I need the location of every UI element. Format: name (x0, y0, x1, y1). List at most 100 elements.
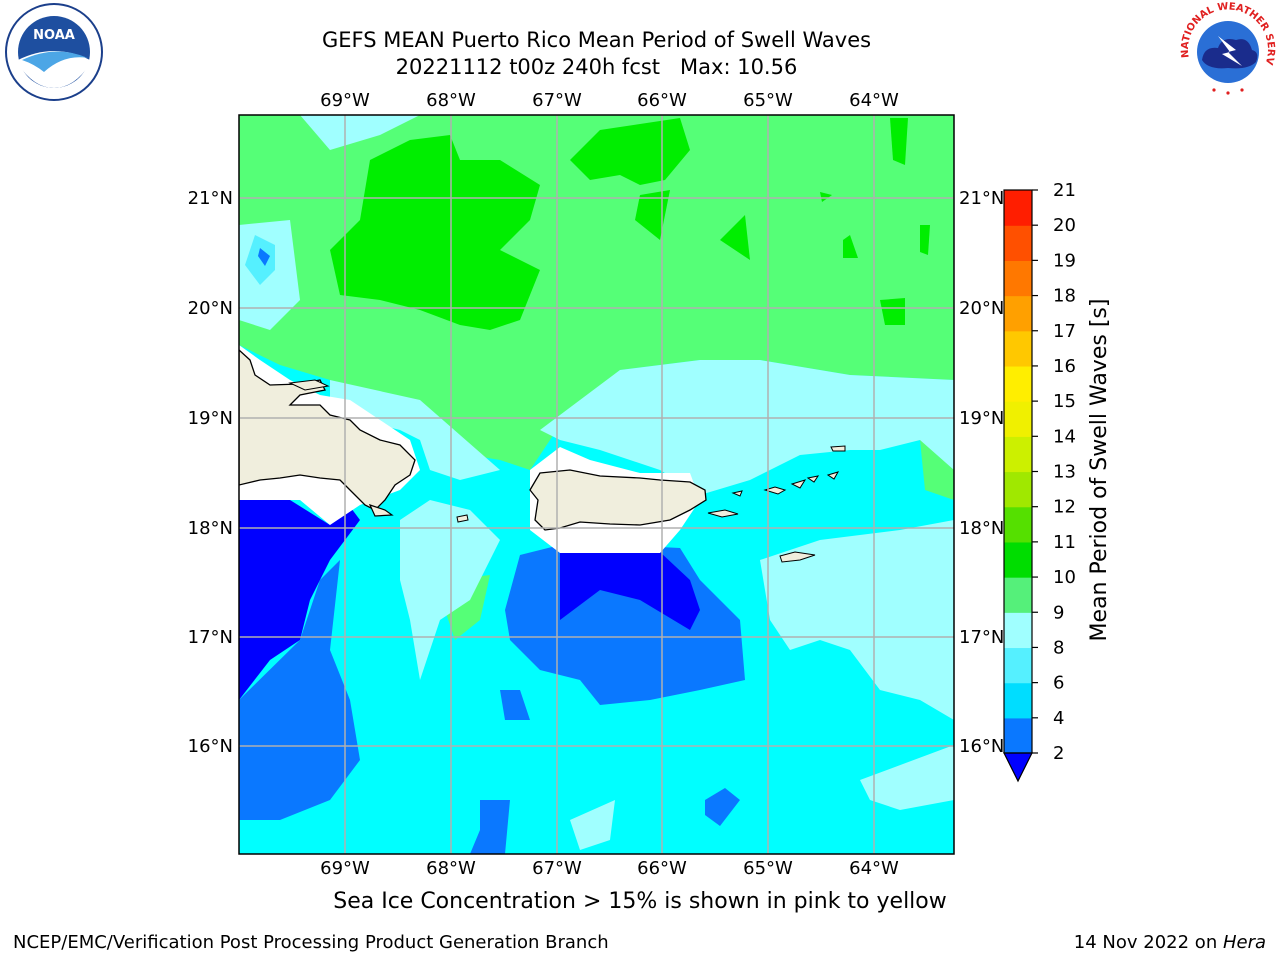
colorbar-swatch (1004, 682, 1032, 719)
colorbar-tick-label: 6 (1053, 673, 1064, 694)
colorbar-tick-label: 19 (1053, 250, 1076, 271)
colorbar-tick-label: 11 (1053, 532, 1076, 553)
colorbar-tick-label: 2 (1053, 743, 1064, 764)
graticule (239, 115, 954, 854)
colorbar-swatch (1004, 190, 1032, 226)
lon-label: 68°W (426, 90, 476, 111)
date-stamp: 14 Nov 2022 on Hera (1074, 932, 1266, 953)
lat-label: 16°N (188, 736, 233, 757)
lat-label: 21°N (959, 188, 1004, 209)
virgin-islands (790, 479, 807, 489)
colorbar-swatch (1004, 541, 1032, 578)
swell-period-field (239, 115, 954, 854)
colorbar-tick-label: 18 (1053, 286, 1076, 307)
contour-10-11 (890, 118, 908, 165)
contour-6-8 (245, 235, 275, 285)
contour-2-4 (470, 800, 510, 854)
contour-10-11 (720, 215, 750, 260)
lat-labels-right: 21°N 20°N 19°N 18°N 17°N 16°N (959, 188, 1004, 757)
lat-label: 18°N (959, 518, 1004, 539)
colorbar-swatch (1004, 401, 1032, 437)
colorbar-tick-label: 12 (1053, 497, 1076, 518)
nws-logo-icon: NATIONAL WEATHER SERVICE (1178, 0, 1276, 98)
colorbar-swatch (1004, 295, 1032, 332)
colorbar-swatch (1004, 471, 1032, 508)
colorbar-swatch (1004, 225, 1032, 261)
credit-text: NCEP/EMC/Verification Post Processing Pr… (13, 932, 609, 953)
contour-2-4 (258, 248, 270, 266)
colorbar-tick-label: 4 (1053, 708, 1064, 729)
lon-label: 64°W (849, 90, 899, 111)
contour-8-9 (760, 520, 954, 720)
contour-below-2 (560, 552, 700, 630)
lon-label: 68°W (426, 858, 476, 879)
lon-label: 66°W (637, 90, 687, 111)
contour-8-9 (400, 500, 500, 680)
colorbar-tick-label: 10 (1053, 567, 1076, 588)
anegada-island (830, 445, 846, 452)
contour-10-11 (820, 192, 832, 202)
lat-label: 19°N (188, 408, 233, 429)
colorbar-tick-label: 21 (1053, 180, 1076, 201)
lon-labels-top: 69°W 68°W 67°W 66°W 65°W 64°W (320, 90, 899, 111)
noaa-logo-icon: NOAA (5, 3, 103, 101)
colorbar-tick-label: 20 (1053, 215, 1076, 236)
contour-10-11 (330, 135, 540, 330)
contour-2-4 (705, 788, 740, 826)
lon-label: 69°W (320, 90, 370, 111)
colorbar-swatch (1004, 506, 1032, 543)
contour-8-9 (300, 115, 420, 150)
lon-label: 69°W (320, 858, 370, 879)
colorbar-under-arrow (1003, 752, 1033, 783)
lon-label: 66°W (637, 858, 687, 879)
colorbar-swatch (1004, 647, 1032, 684)
mona-island (456, 514, 469, 523)
colorbar-swatch (1004, 717, 1032, 754)
max-label: Max: 10.56 (680, 55, 798, 79)
run-label: 20221112 t00z 240h fcst (395, 55, 661, 79)
colorbar-tick-label: 8 (1053, 637, 1064, 658)
contour-10-11 (843, 235, 858, 258)
lat-labels-left: 21°N 20°N 19°N 18°N 17°N 16°N (188, 188, 233, 757)
chart-subtitle: 20221112 t00z 240h fcst Max: 10.56 (0, 54, 1193, 80)
vieques-island (707, 509, 739, 518)
contour-2-4 (500, 690, 530, 720)
st-croix-island (779, 551, 816, 563)
virgin-islands (806, 475, 820, 483)
lat-label: 17°N (959, 627, 1004, 648)
colorbar: 2 4 6 8 9 10 11 12 13 14 15 16 17 18 19 20 21 (1003, 180, 1076, 783)
lat-label: 20°N (959, 298, 1004, 319)
colorbar-swatch (1004, 612, 1032, 649)
lon-label: 67°W (532, 858, 582, 879)
contour-10-11 (570, 118, 690, 185)
culebra-island (731, 490, 743, 497)
colorbar-tick-label: 13 (1053, 462, 1076, 483)
lat-label: 20°N (188, 298, 233, 319)
colorbar-swatch (1004, 577, 1032, 613)
colorbar-tick-label: 14 (1053, 426, 1076, 447)
contour-10-11 (920, 225, 930, 255)
lat-label: 16°N (959, 736, 1004, 757)
contour-2-4 (239, 560, 360, 820)
contour-8-9 (540, 360, 954, 495)
lat-label: 18°N (188, 518, 233, 539)
chart-title: GEFS MEAN Puerto Rico Mean Period of Swe… (321, 28, 872, 52)
colorbar-swatch (1004, 436, 1032, 473)
lon-labels-bottom: 69°W 68°W 67°W 66°W 65°W 64°W (320, 858, 899, 879)
colorbar-swatch (1004, 365, 1032, 402)
contour-below-2 (239, 500, 360, 700)
host-name: Hera (1222, 932, 1266, 953)
tortuga-island (288, 379, 330, 391)
virgin-islands (826, 471, 840, 480)
contour-8-9 (860, 745, 954, 810)
lat-label: 17°N (188, 627, 233, 648)
colorbar-tick-label: 9 (1053, 602, 1064, 623)
sea-ice-note: Sea Ice Concentration > 15% is shown in … (333, 889, 947, 914)
saona-island (368, 503, 394, 517)
lon-label: 65°W (743, 858, 793, 879)
lat-label: 19°N (959, 408, 1004, 429)
colorbar-tick-label: 16 (1053, 356, 1076, 377)
lat-label: 21°N (188, 188, 233, 209)
lon-label: 67°W (532, 90, 582, 111)
